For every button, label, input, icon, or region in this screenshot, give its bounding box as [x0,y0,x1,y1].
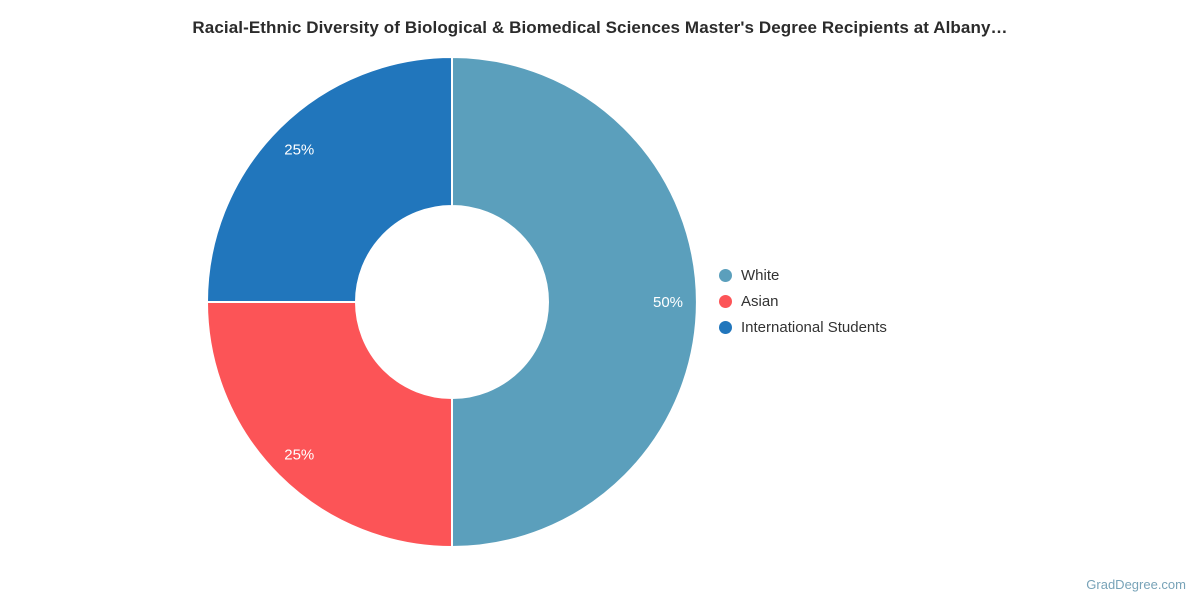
legend: White Asian International Students [719,262,887,340]
slice-value-label: 25% [284,447,314,464]
legend-swatch-icon [719,294,732,308]
legend-item-international-students[interactable]: International Students [719,314,887,340]
legend-item-white[interactable]: White [719,262,887,288]
legend-label: White [741,266,780,284]
legend-label: Asian [741,292,779,310]
slice-white[interactable] [451,55,698,549]
legend-swatch-icon [719,320,732,334]
slice-international-students[interactable] [205,55,453,303]
slice-value-label: 50% [653,294,683,311]
legend-label: International Students [741,318,887,336]
legend-item-asian[interactable]: Asian [719,288,887,314]
legend-swatch-icon [719,268,732,282]
footer-brand-link[interactable]: GradDegree.com [1086,577,1186,592]
slice-value-label: 25% [284,141,314,158]
slice-asian[interactable] [205,301,453,549]
chart-title: Racial-Ethnic Diversity of Biological & … [192,18,1008,37]
